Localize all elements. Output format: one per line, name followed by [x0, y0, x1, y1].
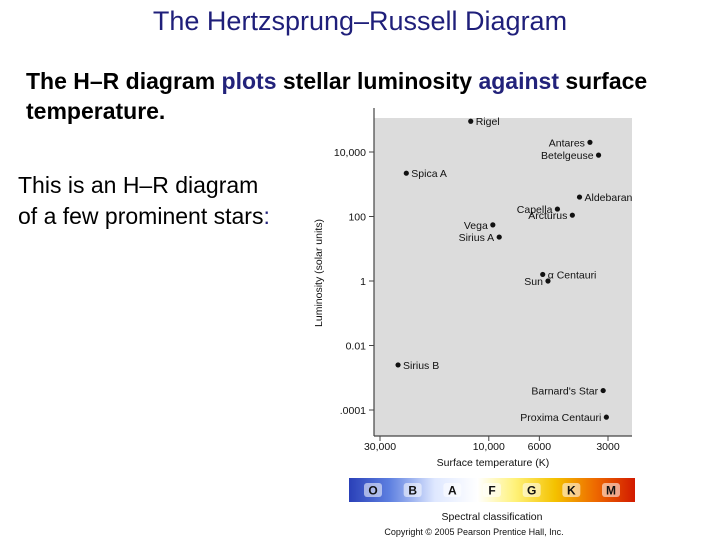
star-point	[603, 414, 609, 420]
star-point	[490, 222, 496, 228]
lead-text-part-3: stellar luminosity	[276, 68, 479, 94]
spectral-class-label: F	[488, 484, 495, 498]
star-point	[545, 278, 551, 284]
x-tick-label: 3000	[596, 441, 620, 453]
spectral-class-label: B	[408, 484, 417, 498]
star-label: Sirius B	[403, 360, 439, 372]
spectral-class-chip	[403, 483, 422, 497]
y-tick-label: 100	[348, 212, 366, 224]
x-axis-title: Surface temperature (K)	[437, 457, 550, 469]
star-label: Barnard's Star	[531, 386, 598, 398]
star-point	[600, 387, 606, 394]
spectral-class-chip	[602, 483, 620, 497]
star-point	[403, 170, 409, 176]
spectral-class-chip	[483, 483, 501, 497]
star-label: Sirius A	[459, 232, 495, 244]
lead-text-part-4: against	[478, 68, 559, 94]
star-point	[496, 234, 502, 240]
star-label: Rigel	[476, 116, 500, 128]
side-text-part-1: This is an H–R diagram of a few prominen…	[18, 172, 264, 229]
star-label: Betelgeuse	[541, 150, 594, 162]
star-point	[554, 206, 561, 212]
star-label: Capella	[517, 204, 553, 216]
y-tick-label: .0001	[340, 405, 366, 417]
star-label: Vega	[464, 220, 488, 232]
spectral-class-chip	[364, 483, 382, 497]
spectral-class-label: G	[527, 484, 536, 498]
spectral-class-label: M	[606, 484, 616, 498]
star-point	[468, 118, 474, 124]
y-tick-label: 10,000	[334, 147, 366, 159]
lead-text-part-5: surface temperature.	[26, 68, 648, 124]
lead-text: The H–R diagram plots stellar luminosity…	[26, 66, 706, 126]
star-label: Proxima Centauri	[520, 412, 601, 424]
y-tick-label: 0.01	[346, 341, 367, 353]
star-label: Sun	[524, 276, 543, 288]
star-label: Antares	[549, 137, 585, 149]
x-tick-label: 30,000	[364, 441, 396, 453]
side-text-part-2: :	[263, 203, 270, 229]
star-point	[576, 194, 583, 200]
star-point	[587, 139, 593, 145]
plot-background	[374, 118, 632, 436]
copyright-text: Copyright © 2005 Pearson Prentice Hall, …	[384, 527, 563, 537]
star-point	[540, 271, 546, 278]
y-axis-title: Luminosity (solar units)	[313, 219, 325, 327]
spectral-class-chip	[443, 483, 462, 497]
spectral-class-chip	[522, 483, 541, 497]
spectral-class-label: A	[448, 484, 457, 498]
spectral-class-label: O	[368, 484, 377, 498]
y-tick-label: 1	[360, 276, 366, 288]
spectral-class-label: K	[567, 484, 576, 498]
spectral-class-chip	[562, 483, 581, 497]
star-label: Arcturus	[528, 210, 567, 222]
star-point	[569, 212, 575, 218]
side-text: This is an H–R diagram of a few prominen…	[18, 170, 278, 232]
star-label: α Centauri	[548, 269, 597, 281]
star-label: Spica A	[411, 168, 447, 180]
lead-text-part-2: plots	[221, 68, 277, 94]
x-tick-label: 10,000	[473, 441, 505, 453]
slide-title: The Hertzsprung–Russell Diagram	[152, 6, 568, 36]
x-tick-label: 6000	[528, 441, 552, 453]
spectral-classification-title: Spectral classification	[442, 511, 543, 523]
star-point	[395, 362, 401, 368]
star-point	[595, 152, 602, 158]
star-label: Aldebaran	[585, 192, 633, 204]
lead-text-part-1: The H–R diagram	[26, 68, 222, 94]
